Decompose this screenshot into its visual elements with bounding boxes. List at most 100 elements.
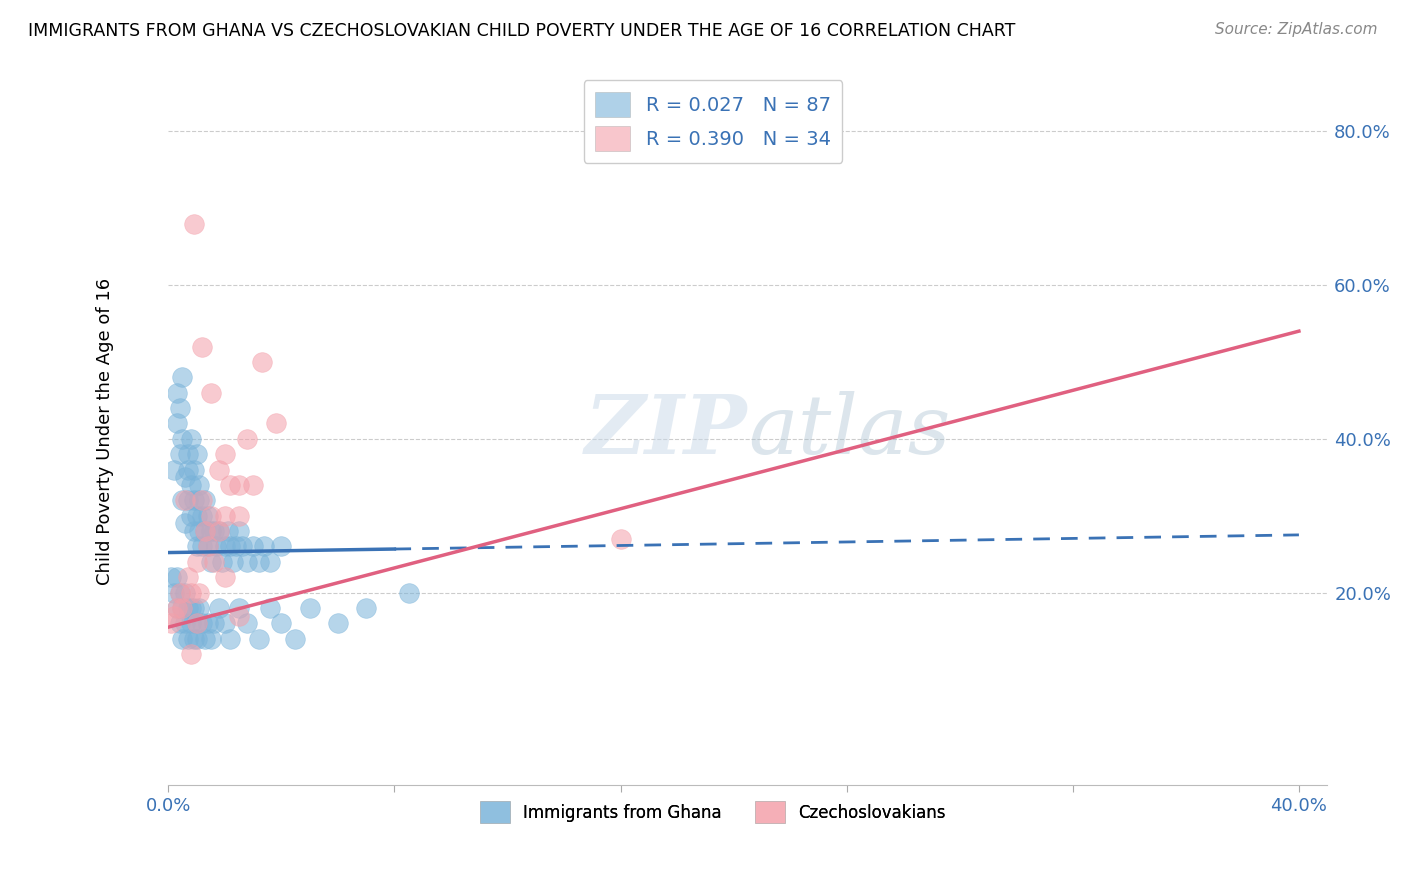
Point [183, 632, 205, 646]
Point [188, 585, 211, 599]
Point [177, 447, 200, 461]
Point [200, 524, 222, 538]
Point [180, 585, 202, 599]
Point [177, 570, 200, 584]
Point [270, 616, 292, 631]
Point [219, 478, 242, 492]
Point [163, 462, 186, 476]
Point [183, 601, 205, 615]
Point [191, 339, 214, 353]
Point [211, 555, 233, 569]
Point [354, 601, 377, 615]
Point [194, 524, 217, 538]
Point [160, 570, 183, 584]
Point [259, 555, 281, 569]
Point [172, 632, 194, 646]
Point [228, 508, 250, 523]
Point [180, 508, 202, 523]
Point [177, 632, 200, 646]
Point [172, 370, 194, 384]
Point [172, 432, 194, 446]
Point [166, 601, 188, 615]
Point [214, 540, 236, 554]
Point [191, 508, 214, 523]
Point [208, 524, 231, 538]
Point [186, 616, 208, 631]
Point [208, 524, 231, 538]
Point [197, 540, 219, 554]
Point [219, 540, 242, 554]
Point [200, 555, 222, 569]
Point [247, 555, 270, 569]
Point [228, 601, 250, 615]
Point [228, 608, 250, 623]
Point [231, 540, 253, 554]
Point [225, 540, 247, 554]
Point [186, 447, 208, 461]
Point [163, 608, 186, 623]
Point [236, 616, 259, 631]
Text: IMMIGRANTS FROM GHANA VS CZECHOSLOVAKIAN CHILD POVERTY UNDER THE AGE OF 16 CORRE: IMMIGRANTS FROM GHANA VS CZECHOSLOVAKIAN… [28, 22, 1015, 40]
Point [214, 570, 236, 584]
Point [166, 601, 188, 615]
Point [183, 462, 205, 476]
Point [200, 385, 222, 400]
Point [214, 616, 236, 631]
Point [208, 462, 231, 476]
Legend: Immigrants from Ghana, Czechoslovakians: Immigrants from Ghana, Czechoslovakians [474, 795, 953, 830]
Point [200, 632, 222, 646]
Point [169, 585, 191, 599]
Point [174, 493, 197, 508]
Text: ZIP: ZIP [585, 391, 748, 471]
Point [188, 524, 211, 538]
Point [270, 540, 292, 554]
Point [172, 601, 194, 615]
Point [160, 616, 183, 631]
Point [214, 508, 236, 523]
Point [166, 570, 188, 584]
Point [250, 355, 273, 369]
Point [172, 493, 194, 508]
Point [284, 632, 307, 646]
Point [197, 616, 219, 631]
Point [194, 493, 217, 508]
Point [174, 585, 197, 599]
Point [219, 632, 242, 646]
Point [163, 585, 186, 599]
Point [326, 616, 349, 631]
Point [169, 616, 191, 631]
Point [228, 478, 250, 492]
Point [242, 540, 264, 554]
Point [208, 601, 231, 615]
Point [186, 616, 208, 631]
Point [259, 601, 281, 615]
Point [177, 462, 200, 476]
Point [194, 524, 217, 538]
Point [169, 447, 191, 461]
Point [166, 385, 188, 400]
Point [186, 632, 208, 646]
Point [236, 432, 259, 446]
Point [183, 217, 205, 231]
Text: atlas: atlas [748, 391, 950, 471]
Point [186, 540, 208, 554]
Point [166, 417, 188, 431]
Point [205, 540, 228, 554]
Point [177, 493, 200, 508]
Point [174, 616, 197, 631]
Point [180, 432, 202, 446]
Point [180, 478, 202, 492]
Point [183, 524, 205, 538]
Point [180, 647, 202, 661]
Point [202, 524, 225, 538]
Point [398, 585, 420, 599]
Point [194, 632, 217, 646]
Point [191, 616, 214, 631]
Point [217, 524, 239, 538]
Point [191, 540, 214, 554]
Point [180, 601, 202, 615]
Point [174, 470, 197, 484]
Point [188, 493, 211, 508]
Point [188, 478, 211, 492]
Point [177, 601, 200, 615]
